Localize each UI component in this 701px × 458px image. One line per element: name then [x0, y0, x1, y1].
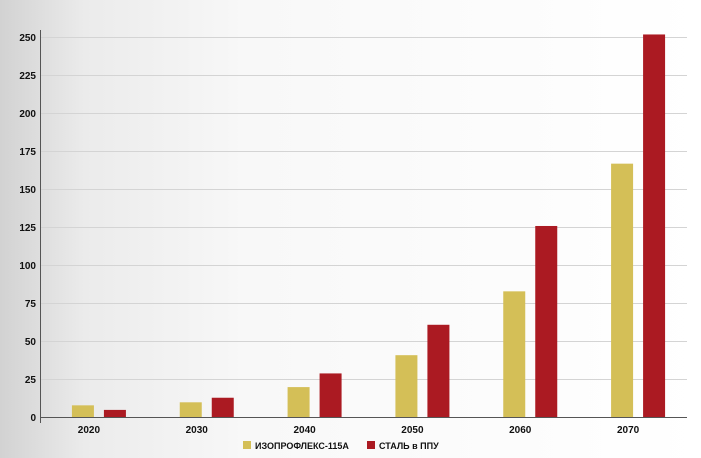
y-tick-labels: 0 25 50 75 100 125 150 175 200 225 250 — [19, 33, 36, 424]
x-tick-label: 2020 — [78, 425, 101, 436]
y-tick-label: 125 — [19, 223, 36, 234]
x-tick-label: 2070 — [617, 425, 640, 436]
legend-label-series-2: СТАЛЬ в ППУ — [379, 441, 439, 451]
bar-series-2-2040 — [319, 373, 342, 418]
bar-series-2-2030 — [211, 397, 234, 418]
y-tick-label: 150 — [19, 185, 36, 196]
bars — [71, 34, 666, 418]
legend: ИЗОПРОФЛЕКС-115А СТАЛЬ в ППУ — [243, 441, 439, 451]
legend-swatch-series-2 — [367, 441, 375, 449]
bar-series-1-2050 — [395, 355, 418, 418]
x-tick-label: 2050 — [401, 425, 424, 436]
bar-series-1-2020 — [71, 405, 94, 418]
bar-series-2-2060 — [535, 225, 558, 418]
x-tick-labels: 2020 2030 2040 2050 2060 2070 — [78, 425, 640, 436]
bar-series-2-2020 — [103, 409, 126, 418]
y-tick-label: 50 — [25, 337, 37, 348]
legend-swatch-series-1 — [243, 441, 251, 449]
y-tick-label: 100 — [19, 261, 36, 272]
y-tick-label: 225 — [19, 71, 36, 82]
x-tick-label: 2060 — [509, 425, 532, 436]
bar-series-1-2060 — [503, 291, 526, 418]
bar-series-1-2040 — [287, 387, 310, 418]
y-tick-label: 200 — [19, 109, 36, 120]
y-tick-label: 25 — [25, 375, 37, 386]
bar-series-2-2050 — [427, 324, 450, 418]
gridlines — [40, 37, 687, 380]
bar-series-2-2070 — [643, 34, 666, 418]
bar-series-1-2070 — [611, 163, 634, 418]
x-tick-label: 2040 — [293, 425, 316, 436]
bar-series-1-2030 — [179, 402, 202, 418]
y-tick-label: 175 — [19, 147, 36, 158]
y-tick-label: 0 — [30, 413, 36, 424]
y-tick-label: 75 — [25, 299, 37, 310]
x-tick-label: 2030 — [186, 425, 209, 436]
y-tick-label: 250 — [19, 33, 36, 44]
legend-label-series-1: ИЗОПРОФЛЕКС-115А — [255, 441, 349, 451]
